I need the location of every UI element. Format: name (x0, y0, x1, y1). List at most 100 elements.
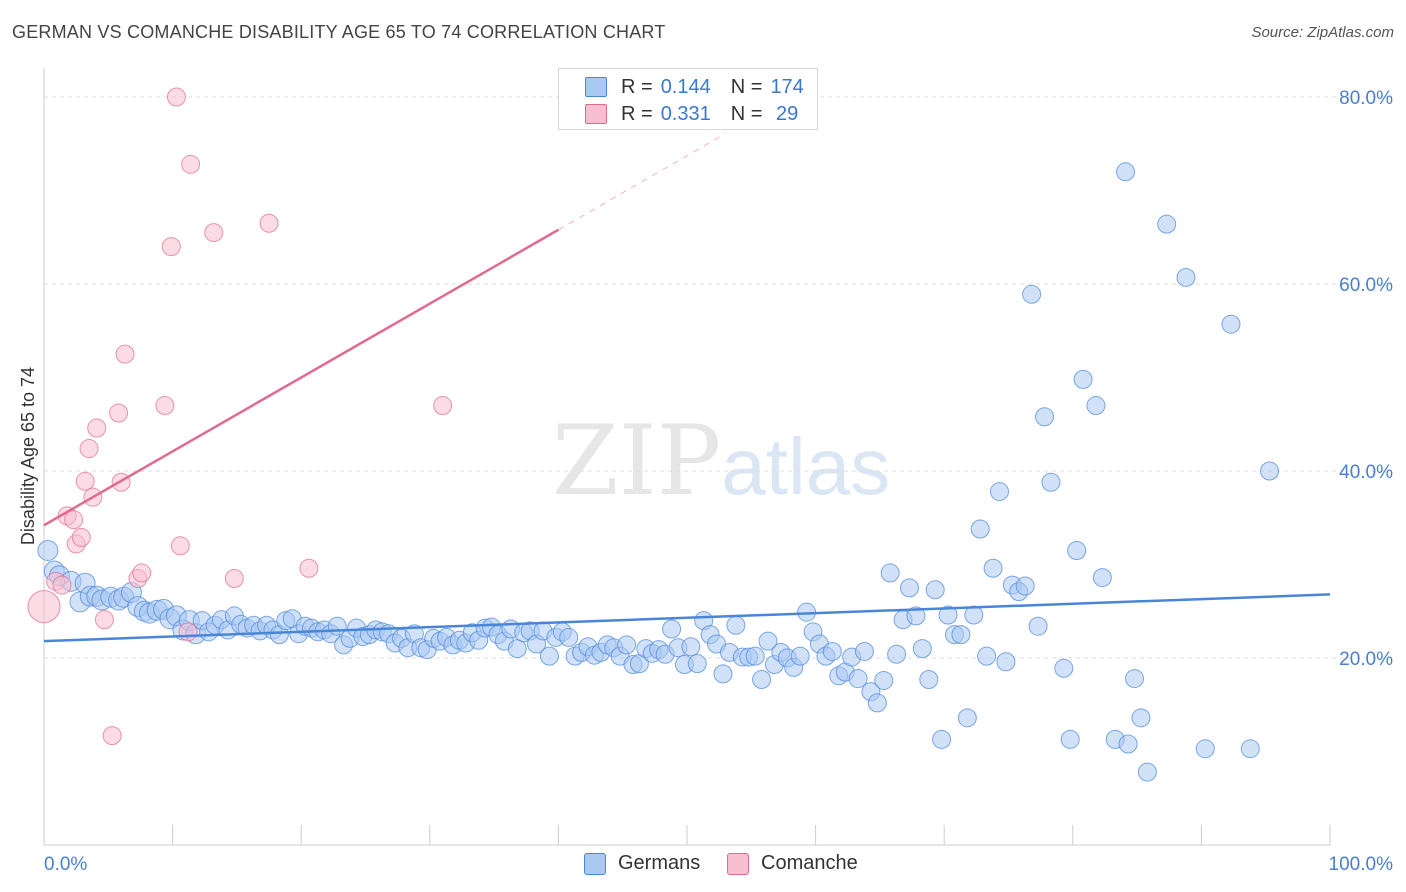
point-germans (1240, 739, 1260, 759)
legend-n-value: 29 (770, 102, 799, 125)
point-germans (899, 578, 919, 598)
series-label-comanche: Comanche (761, 852, 858, 874)
point-comanche (79, 439, 99, 459)
point-germans (745, 646, 765, 666)
point-germans (1157, 214, 1177, 234)
point-comanche (87, 418, 107, 438)
point-germans (1118, 734, 1138, 754)
point-comanche (52, 575, 72, 595)
point-germans (539, 646, 559, 666)
point-germans (887, 644, 907, 664)
point-comanche (166, 87, 186, 107)
y-axis-label: Disability Age 65 to 74 (18, 367, 38, 545)
point-germans (880, 563, 900, 583)
trendline-comanche (43, 228, 560, 527)
point-germans (822, 641, 842, 661)
y-tick-label: 80.0% (1339, 88, 1393, 109)
point-germans (848, 669, 868, 689)
point-germans (752, 670, 772, 690)
legend-row-comanche: R = 0.331 N = 29 (585, 102, 798, 126)
point-germans (1067, 540, 1087, 560)
point-germans (559, 627, 579, 647)
point-germans (854, 641, 874, 661)
point-germans (790, 646, 810, 666)
point-comanche (64, 510, 84, 530)
point-germans (1028, 616, 1048, 636)
legend-r-value: 0.144 (660, 75, 711, 98)
chart-title: GERMAN VS COMANCHE DISABILITY AGE 65 TO … (12, 22, 666, 42)
point-comanche (71, 527, 91, 547)
point-germans (713, 664, 733, 684)
series-legend-comanche: Comanche (727, 852, 858, 875)
series-swatch-comanche (727, 852, 749, 875)
point-comanche (155, 396, 175, 416)
trendline-germans (43, 593, 1331, 643)
point-germans (1221, 314, 1241, 334)
point-germans (1092, 568, 1112, 588)
legend-n-label: N = (730, 75, 763, 98)
point-comanche (204, 223, 224, 243)
point-germans (1125, 669, 1145, 689)
watermark-atlas: atlas (721, 422, 891, 511)
point-germans (977, 646, 997, 666)
series-legend: Germans Comanche (0, 852, 1406, 878)
point-germans (951, 625, 971, 645)
legend-swatch-germans (585, 77, 607, 97)
point-germans (1060, 729, 1080, 749)
point-germans (938, 605, 958, 625)
point-germans (617, 635, 637, 655)
y-tick-label: 60.0% (1339, 275, 1393, 296)
watermark: ZIPatlas (552, 405, 890, 517)
y-tick-label: 20.0% (1339, 649, 1393, 670)
point-comanche (259, 213, 279, 233)
point-germans (989, 482, 1009, 502)
series-label-germans: Germans (618, 852, 701, 874)
trendline-extension-comanche (558, 133, 726, 231)
point-germans (912, 639, 932, 659)
point-germans (919, 670, 939, 690)
legend-n-value: 174 (770, 75, 804, 98)
point-comanche (170, 536, 190, 556)
point-germans (37, 539, 59, 561)
point-germans (867, 693, 887, 713)
point-germans (874, 670, 894, 690)
point-comanche (27, 590, 61, 624)
point-germans (1054, 658, 1074, 678)
x-tick-label: 0.0% (44, 854, 87, 875)
point-germans (726, 615, 746, 635)
point-comanche (102, 726, 122, 746)
point-comanche (299, 558, 319, 578)
point-germans (964, 605, 984, 625)
point-germans (681, 637, 701, 657)
point-germans (1116, 162, 1136, 182)
legend-r-value: 0.331 (660, 102, 711, 125)
point-germans (970, 519, 990, 539)
point-comanche (433, 396, 453, 416)
y-tick-label: 40.0% (1339, 462, 1393, 483)
point-comanche (94, 610, 114, 630)
point-germans (983, 558, 1003, 578)
point-germans (687, 654, 707, 674)
point-comanche (115, 344, 135, 364)
point-germans (507, 639, 527, 659)
stats-legend: R = 0.144 N = 174 R = 0.331 N = 29 (558, 68, 818, 130)
point-germans (1035, 407, 1055, 427)
point-germans (1195, 739, 1215, 759)
point-comanche (161, 237, 181, 257)
point-germans (1176, 267, 1196, 287)
source-label: Source: ZipAtlas.com (1251, 24, 1394, 41)
point-comanche (75, 471, 95, 491)
watermark-zip: ZIP (552, 405, 722, 517)
point-germans (1131, 708, 1151, 728)
point-germans (1086, 396, 1106, 416)
point-comanche (109, 403, 129, 423)
point-germans (957, 708, 977, 728)
point-germans (932, 729, 952, 749)
series-legend-germans: Germans (584, 852, 700, 875)
point-comanche (224, 569, 244, 589)
legend-n-label: N = (730, 102, 763, 125)
point-germans (1073, 369, 1093, 389)
point-germans (1015, 576, 1035, 596)
point-germans (1137, 762, 1157, 782)
